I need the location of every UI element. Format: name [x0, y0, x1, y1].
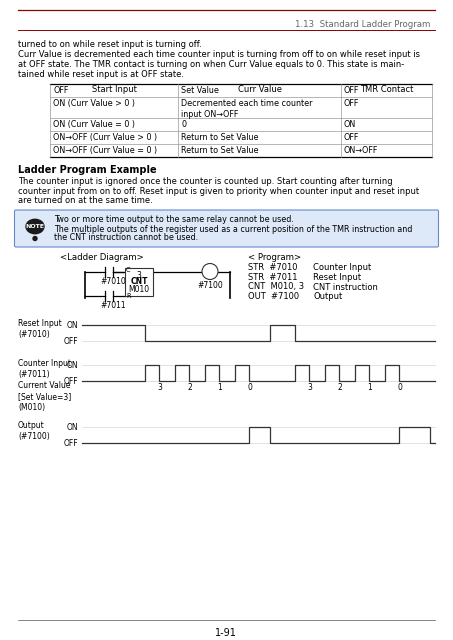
- Text: 1-91: 1-91: [215, 628, 237, 638]
- Ellipse shape: [26, 220, 44, 234]
- Circle shape: [33, 237, 37, 241]
- Text: Return to Set Value: Return to Set Value: [181, 146, 259, 155]
- Text: OFF: OFF: [63, 378, 78, 387]
- Text: Curr Value is decremented each time counter input is turning from off to on whil: Curr Value is decremented each time coun…: [18, 50, 420, 59]
- Text: Start Input: Start Input: [92, 85, 136, 94]
- Text: CNT: CNT: [130, 278, 148, 287]
- Text: ON: ON: [67, 424, 78, 433]
- Text: NOTE: NOTE: [25, 223, 44, 228]
- Text: STR  #7010: STR #7010: [248, 264, 298, 273]
- Text: Reset Input: Reset Input: [313, 273, 361, 282]
- Text: Return to Set Value: Return to Set Value: [181, 133, 259, 142]
- Text: STR  #7011: STR #7011: [248, 273, 298, 282]
- Text: OFF: OFF: [344, 99, 359, 108]
- Text: 1: 1: [368, 383, 372, 392]
- Text: ON→OFF (Curr Value > 0 ): ON→OFF (Curr Value > 0 ): [53, 133, 157, 142]
- Text: ON: ON: [67, 362, 78, 371]
- Text: tained while reset input is at OFF state.: tained while reset input is at OFF state…: [18, 70, 184, 79]
- Text: #7010: #7010: [100, 278, 126, 287]
- Text: are turned on at the same time.: are turned on at the same time.: [18, 196, 153, 205]
- Text: OFF: OFF: [344, 86, 359, 95]
- Text: 1: 1: [217, 383, 222, 392]
- Text: Output: Output: [313, 292, 342, 301]
- Text: OFF: OFF: [344, 133, 359, 142]
- Text: 3: 3: [158, 383, 163, 392]
- Text: < Program>: < Program>: [248, 253, 301, 262]
- Text: 2: 2: [337, 383, 342, 392]
- Text: 3: 3: [136, 271, 141, 280]
- Text: OFF: OFF: [63, 337, 78, 346]
- Text: M010: M010: [129, 285, 149, 294]
- Text: ON: ON: [344, 120, 356, 129]
- Text: #7100: #7100: [197, 282, 223, 291]
- Text: ON: ON: [67, 321, 78, 330]
- FancyBboxPatch shape: [14, 210, 439, 247]
- Bar: [125, 268, 153, 296]
- Text: C: C: [126, 268, 130, 273]
- Text: 2: 2: [188, 383, 193, 392]
- Text: 3: 3: [308, 383, 313, 392]
- Text: 1.13  Standard Ladder Program: 1.13 Standard Ladder Program: [294, 20, 430, 29]
- Text: <Ladder Diagram>: <Ladder Diagram>: [60, 253, 144, 262]
- Text: Output
(#7100): Output (#7100): [18, 420, 50, 440]
- Text: ON (Curr Value > 0 ): ON (Curr Value > 0 ): [53, 99, 135, 108]
- Text: OFF: OFF: [53, 86, 68, 95]
- Text: Reset Input
(#7010): Reset Input (#7010): [18, 319, 62, 339]
- Circle shape: [202, 264, 218, 280]
- Text: Two or more time output to the same relay cannot be used.: Two or more time output to the same rela…: [54, 216, 294, 225]
- Text: CNT  M010, 3: CNT M010, 3: [248, 282, 304, 291]
- Text: #7011: #7011: [100, 301, 126, 310]
- Text: counter input from on to off. Reset input is given to priority when counter inpu: counter input from on to off. Reset inpu…: [18, 186, 419, 195]
- Text: R: R: [126, 294, 130, 300]
- Text: Set Value: Set Value: [181, 86, 219, 95]
- Text: CNT instruction: CNT instruction: [313, 282, 378, 291]
- Text: 0: 0: [247, 383, 252, 392]
- Text: the CNT instruction cannot be used.: the CNT instruction cannot be used.: [54, 234, 198, 243]
- Text: ON→OFF: ON→OFF: [344, 146, 378, 155]
- Text: Decremented each time counter
input ON→OFF: Decremented each time counter input ON→O…: [181, 99, 313, 119]
- Text: turned to on while reset input is turning off.: turned to on while reset input is turnin…: [18, 40, 202, 49]
- Text: OFF: OFF: [63, 440, 78, 449]
- Text: OUT  #7100: OUT #7100: [248, 292, 299, 301]
- Text: ON→OFF (Curr Value = 0 ): ON→OFF (Curr Value = 0 ): [53, 146, 157, 155]
- Text: Counter Input
(#7011)
Current Value
[Set Value=3]
(M010): Counter Input (#7011) Current Value [Set…: [18, 358, 71, 412]
- Text: ON (Curr Value = 0 ): ON (Curr Value = 0 ): [53, 120, 135, 129]
- Text: at OFF state. The TMR contact is turning on when Curr Value equals to 0. This st: at OFF state. The TMR contact is turning…: [18, 60, 404, 69]
- Text: TMR Contact: TMR Contact: [360, 85, 413, 94]
- Text: Curr Value: Curr Value: [237, 85, 281, 94]
- Text: The counter input is ignored once the counter is counted up. Start counting afte: The counter input is ignored once the co…: [18, 177, 393, 186]
- Text: Ladder Program Example: Ladder Program Example: [18, 165, 157, 175]
- Text: 0: 0: [181, 120, 186, 129]
- Text: 0: 0: [398, 383, 402, 392]
- Text: The multiple outputs of the register used as a current position of the TMR instr: The multiple outputs of the register use…: [54, 225, 412, 234]
- Text: Counter Input: Counter Input: [313, 264, 371, 273]
